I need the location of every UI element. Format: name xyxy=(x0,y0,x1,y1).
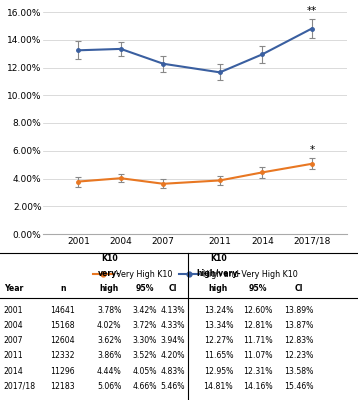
Text: 11.07%: 11.07% xyxy=(243,351,272,360)
Text: 4.13%: 4.13% xyxy=(160,306,185,315)
Text: 3.42%: 3.42% xyxy=(133,306,157,315)
Text: 5.06%: 5.06% xyxy=(97,382,121,391)
Text: 14.81%: 14.81% xyxy=(204,382,233,391)
Text: 4.20%: 4.20% xyxy=(160,351,185,360)
Text: 13.89%: 13.89% xyxy=(284,306,314,315)
Text: 12.83%: 12.83% xyxy=(284,336,314,345)
Text: 3.72%: 3.72% xyxy=(133,321,157,330)
Text: K10: K10 xyxy=(210,254,227,263)
Text: 12604: 12604 xyxy=(50,336,75,345)
Text: 13.34%: 13.34% xyxy=(204,321,233,330)
Text: 15.46%: 15.46% xyxy=(284,382,314,391)
Text: Year: Year xyxy=(4,284,23,294)
Text: 3.52%: 3.52% xyxy=(133,351,157,360)
Text: **: ** xyxy=(307,6,317,16)
Text: K10: K10 xyxy=(101,254,117,263)
Text: high/very-: high/very- xyxy=(196,269,241,278)
Text: 13.24%: 13.24% xyxy=(204,306,233,315)
Text: 95%: 95% xyxy=(248,284,267,294)
Text: 3.86%: 3.86% xyxy=(97,351,121,360)
Text: 2017/18: 2017/18 xyxy=(4,382,36,391)
Text: 15168: 15168 xyxy=(50,321,75,330)
Text: n: n xyxy=(60,284,66,294)
Text: 12.27%: 12.27% xyxy=(204,336,233,345)
Text: 4.02%: 4.02% xyxy=(97,321,121,330)
Text: 4.83%: 4.83% xyxy=(160,366,185,376)
Text: high: high xyxy=(209,284,228,294)
Text: CI: CI xyxy=(168,284,177,294)
Text: 2004: 2004 xyxy=(4,321,23,330)
Text: 12332: 12332 xyxy=(50,351,75,360)
Text: 12.95%: 12.95% xyxy=(204,366,233,376)
Text: 2014: 2014 xyxy=(4,366,23,376)
Text: 2007: 2007 xyxy=(4,336,23,345)
Text: 4.33%: 4.33% xyxy=(160,321,185,330)
Text: 12.31%: 12.31% xyxy=(243,366,272,376)
Text: 4.05%: 4.05% xyxy=(133,366,157,376)
Text: 13.87%: 13.87% xyxy=(284,321,314,330)
Text: 3.62%: 3.62% xyxy=(97,336,121,345)
Text: 3.94%: 3.94% xyxy=(160,336,185,345)
Text: very-: very- xyxy=(98,269,120,278)
Text: 13.58%: 13.58% xyxy=(284,366,314,376)
Text: 5.46%: 5.46% xyxy=(160,382,185,391)
Text: CI: CI xyxy=(295,284,303,294)
Text: 11296: 11296 xyxy=(50,366,75,376)
Text: 12.60%: 12.60% xyxy=(243,306,272,315)
Text: 12.81%: 12.81% xyxy=(243,321,272,330)
Text: 2001: 2001 xyxy=(4,306,23,315)
Text: 3.30%: 3.30% xyxy=(133,336,157,345)
Text: *: * xyxy=(309,145,314,155)
Text: 4.44%: 4.44% xyxy=(97,366,122,376)
Text: 12.23%: 12.23% xyxy=(284,351,314,360)
Legend: Very High K10, High and Very High K10: Very High K10, High and Very High K10 xyxy=(90,267,300,282)
Text: 2011: 2011 xyxy=(4,351,23,360)
Text: 11.71%: 11.71% xyxy=(243,336,272,345)
Text: 4.66%: 4.66% xyxy=(133,382,157,391)
Text: 3.78%: 3.78% xyxy=(97,306,121,315)
Text: 14.16%: 14.16% xyxy=(243,382,272,391)
Text: 14641: 14641 xyxy=(50,306,75,315)
Text: 95%: 95% xyxy=(136,284,154,294)
Text: 11.65%: 11.65% xyxy=(204,351,233,360)
Text: high: high xyxy=(100,284,119,294)
Text: 12183: 12183 xyxy=(50,382,75,391)
